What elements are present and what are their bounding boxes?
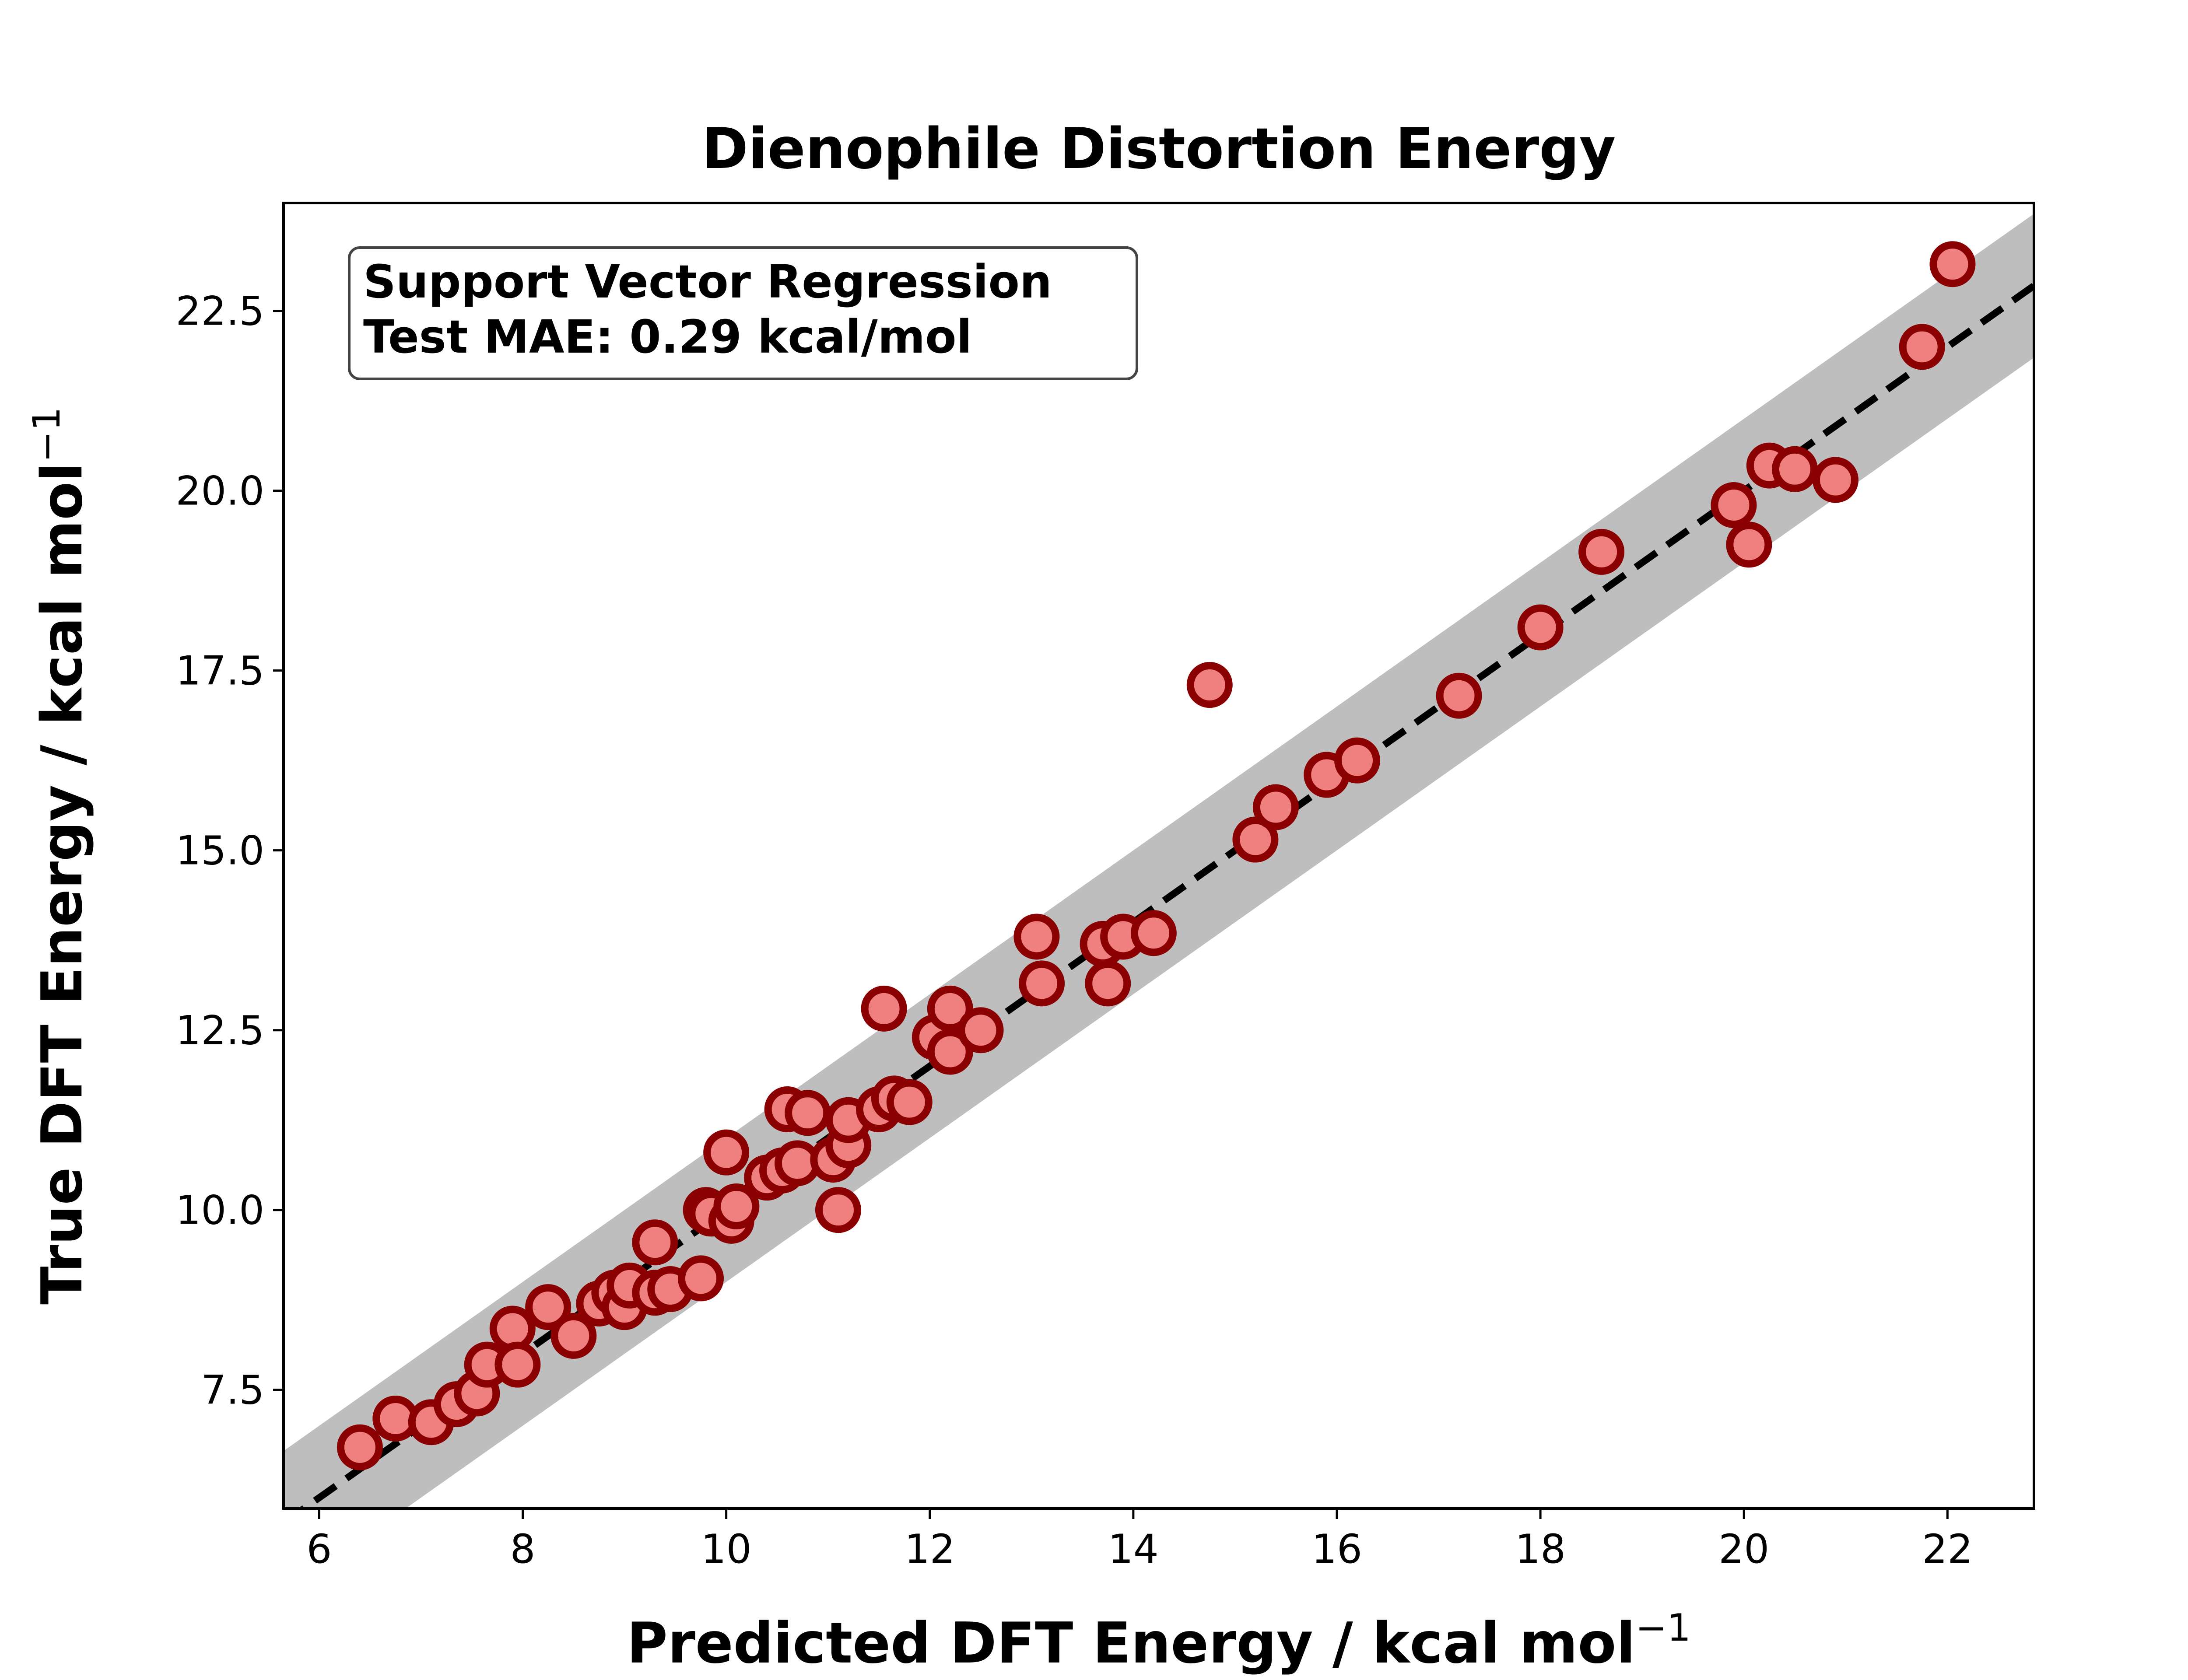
data-point-27 (785, 1090, 831, 1136)
data-point-59 (1899, 324, 1945, 370)
annotation-mae: Test MAE: 0.29 kcal/mol (363, 310, 972, 364)
data-point-8 (525, 1284, 572, 1330)
x-axis-label-superscript: −1 (1635, 1606, 1691, 1650)
data-point-52 (1517, 604, 1564, 651)
x-tick-label-3: 12 (905, 1526, 955, 1572)
data-point-29 (815, 1187, 861, 1233)
annotation-model: Support Vector Regression (363, 255, 1052, 308)
data-point-6 (489, 1306, 536, 1352)
x-axis-ticks: 6 8 10 12 14 16 18 20 22 (306, 1508, 1973, 1572)
y-tick-label-6: 22.5 (175, 289, 264, 335)
y-tick-label-0: 7.5 (201, 1368, 264, 1414)
data-point-47 (1232, 816, 1279, 863)
error-band (284, 214, 2034, 1508)
y-tick-label-2: 12.5 (175, 1008, 264, 1054)
data-point-55 (1726, 522, 1772, 568)
data-point-17 (677, 1255, 724, 1302)
data-point-22 (713, 1183, 760, 1229)
data-point-46 (1186, 662, 1233, 708)
data-point-60 (1929, 241, 1976, 287)
data-point-40 (1013, 914, 1060, 960)
data-point-38 (927, 1029, 973, 1075)
data-point-33 (861, 985, 907, 1032)
y-tick-label-5: 20.0 (175, 469, 264, 514)
x-tick-label-6: 18 (1515, 1526, 1566, 1572)
y-tick-label-1: 10.0 (175, 1188, 264, 1234)
x-tick-label-1: 8 (510, 1526, 536, 1572)
y-axis-label-superscript: −1 (25, 407, 69, 462)
y-tick-label-4: 17.5 (175, 648, 264, 694)
data-point-37 (927, 985, 973, 1032)
data-point-48 (1252, 784, 1299, 830)
data-point-15 (632, 1219, 678, 1266)
data-point-7 (494, 1341, 541, 1388)
y-axis-ticks: 7.5 10.0 12.5 15.0 17.5 20.0 22.5 (175, 289, 284, 1414)
annotation-box: Support Vector Regression Test MAE: 0.29… (348, 246, 1138, 380)
x-tick-label-4: 14 (1108, 1526, 1159, 1572)
x-axis-label: Predicted DFT Energy / kcal mol−1 (627, 1606, 1691, 1676)
x-tick-label-7: 20 (1718, 1526, 1769, 1572)
x-tick-label-8: 22 (1922, 1526, 1973, 1572)
plot-frame (282, 202, 2035, 1510)
data-point-53 (1578, 528, 1625, 575)
data-point-45 (1130, 910, 1177, 956)
data-point-58 (1813, 457, 1859, 503)
data-point-41 (1019, 960, 1065, 1007)
y-tick-label-3: 15.0 (175, 828, 264, 874)
data-point-51 (1436, 672, 1482, 719)
data-point-57 (1771, 446, 1818, 492)
x-tick-label-0: 6 (306, 1526, 332, 1572)
data-point-39 (957, 1007, 1004, 1054)
data-point-0 (337, 1424, 383, 1470)
data-point-9 (551, 1312, 597, 1359)
data-point-50 (1334, 737, 1380, 784)
y-axis-label: True DFT Energy / kcal mol−1 (25, 407, 95, 1305)
x-tick-label-2: 10 (701, 1526, 752, 1572)
data-point-35 (886, 1079, 933, 1125)
x-tick-label-5: 16 (1311, 1526, 1362, 1572)
data-points (337, 241, 1976, 1470)
plot-body (284, 214, 2034, 1508)
data-point-43 (1085, 960, 1131, 1007)
chart-title: Dienophile Distortion Energy (702, 116, 1616, 182)
data-point-20 (703, 1129, 750, 1176)
data-point-54 (1711, 482, 1757, 528)
